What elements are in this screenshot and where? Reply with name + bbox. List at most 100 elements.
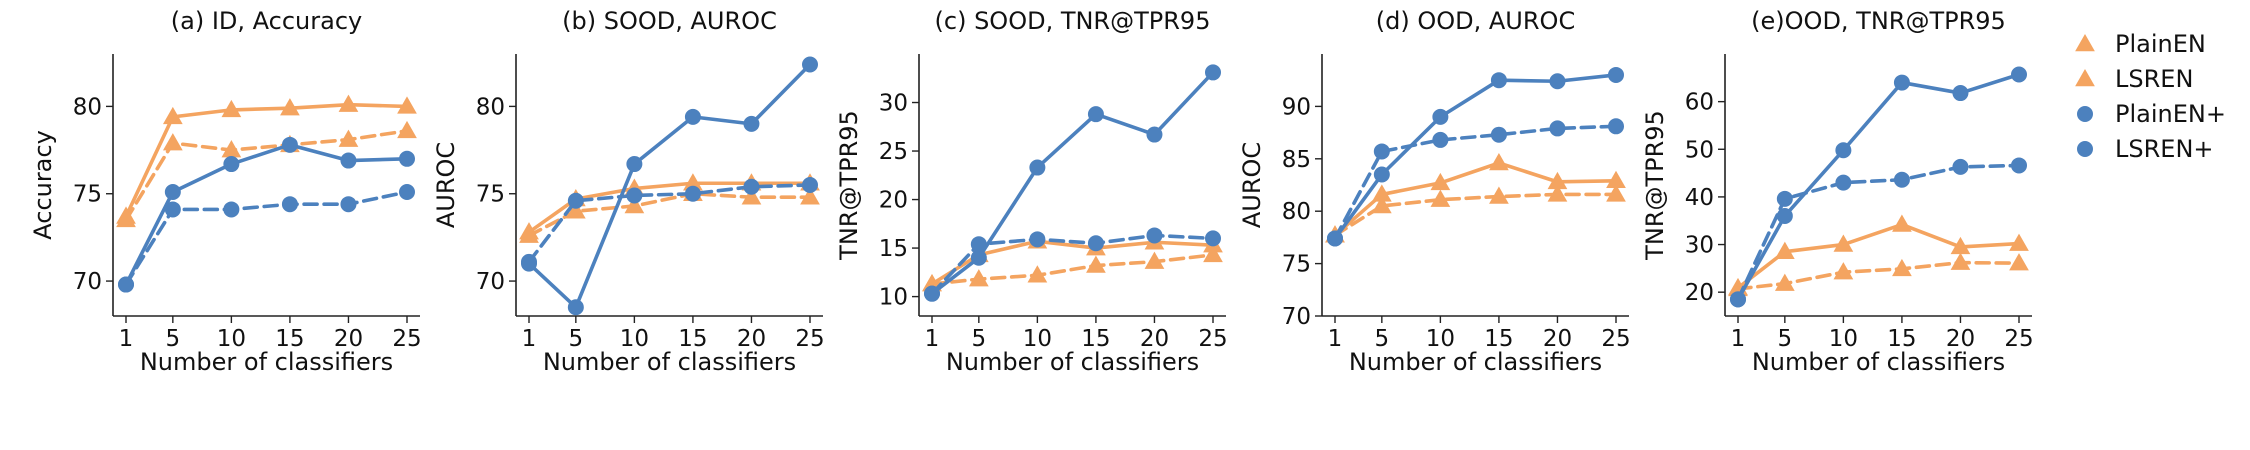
x-tick-label: 25 xyxy=(2004,326,2033,352)
data-point xyxy=(1490,72,1507,89)
data-point xyxy=(968,269,989,287)
x-axis-label: Number of classifiers xyxy=(1349,348,1602,376)
data-point xyxy=(1430,189,1451,207)
y-tick-label: 75 xyxy=(1282,252,1311,278)
series-plainen-plus xyxy=(521,56,818,316)
y-tick-label: 75 xyxy=(476,182,505,208)
series-lsren xyxy=(922,244,1223,292)
series-plainen-plus xyxy=(1730,66,2027,308)
data-point xyxy=(684,108,701,125)
x-tick-label: 20 xyxy=(1543,326,1572,352)
data-point xyxy=(1371,195,1392,214)
y-axis-label: TNR@TPR95 xyxy=(1641,110,1669,261)
legend-label: PlainEN xyxy=(2115,30,2206,58)
chart-title: (e)OOD, TNR@TPR95 xyxy=(1751,7,2006,35)
x-axis-label: Number of classifiers xyxy=(543,348,796,376)
chart-title: (c) SOOD, TNR@TPR95 xyxy=(935,7,1211,35)
legend-entry: LSREN xyxy=(2075,65,2193,93)
x-tick-label: 10 xyxy=(217,326,246,352)
data-point xyxy=(802,177,818,193)
data-point xyxy=(802,56,818,73)
data-point xyxy=(565,201,586,219)
x-tick-label: 10 xyxy=(1426,326,1455,352)
data-point xyxy=(1027,265,1048,283)
data-point xyxy=(397,120,417,139)
data-point xyxy=(2009,233,2029,251)
data-point xyxy=(1373,166,1390,183)
y-tick-label: 10 xyxy=(879,285,908,311)
chart-title: (b) SOOD, AUROC xyxy=(562,7,777,35)
series-line xyxy=(930,70,1215,296)
data-point xyxy=(1950,252,1971,270)
series-lsren-plus xyxy=(1327,118,1624,247)
series-lsren-plus xyxy=(118,183,415,293)
x-tick-label: 1 xyxy=(1731,326,1746,352)
x-tick-label: 1 xyxy=(1328,326,1343,352)
y-axis-label: Accuracy xyxy=(29,130,57,240)
x-tick-label: 15 xyxy=(1887,326,1916,352)
legend-label: LSREN+ xyxy=(2115,135,2214,163)
legend-marker xyxy=(2075,68,2095,87)
series-line xyxy=(124,190,409,287)
x-tick-label: 10 xyxy=(1023,326,1052,352)
chart-title: (a) ID, Accuracy xyxy=(171,7,362,35)
data-point xyxy=(743,115,760,132)
legend: PlainEN LSREN PlainEN+ LSREN+ xyxy=(2075,30,2226,163)
x-tick-label: 25 xyxy=(795,326,824,352)
series-lsren-plus xyxy=(1730,157,2027,308)
data-point xyxy=(1205,230,1221,247)
data-point xyxy=(1608,66,1624,83)
series-line xyxy=(124,102,409,219)
y-tick-label: 75 xyxy=(73,182,102,208)
series-line xyxy=(1333,124,1618,241)
y-tick-label: 70 xyxy=(73,269,102,295)
x-tick-label: 20 xyxy=(737,326,766,352)
data-point xyxy=(2009,253,2029,271)
y-axis-label: AUROC xyxy=(432,142,460,228)
x-tick-label: 10 xyxy=(1829,326,1858,352)
chart-title: (d) OOD, AUROC xyxy=(1376,7,1575,35)
x-axis-label: Number of classifiers xyxy=(946,348,1199,376)
y-tick-label: 80 xyxy=(73,94,102,120)
x-tick-label: 25 xyxy=(392,326,421,352)
legend-marker xyxy=(2077,141,2093,157)
series-line xyxy=(1736,163,2021,302)
data-point xyxy=(567,299,584,316)
x-tick-label: 1 xyxy=(925,326,940,352)
data-point xyxy=(1086,255,1106,273)
data-point xyxy=(1087,106,1104,123)
legend-label: PlainEN+ xyxy=(2115,100,2226,128)
data-point xyxy=(684,185,701,202)
data-point xyxy=(162,106,183,125)
x-tick-label: 25 xyxy=(1198,326,1227,352)
data-point xyxy=(1087,235,1104,252)
series-line xyxy=(930,253,1215,286)
y-tick-label: 30 xyxy=(1685,233,1714,259)
y-axis-label: TNR@TPR95 xyxy=(835,110,863,261)
y-tick-label: 20 xyxy=(879,188,908,214)
data-point xyxy=(1774,273,1795,291)
legend-entry: PlainEN xyxy=(2075,30,2206,58)
y-tick-label: 40 xyxy=(1685,185,1714,211)
x-axis-label: Number of classifiers xyxy=(1752,348,2005,376)
series-plainen-plus xyxy=(924,64,1221,302)
x-tick-label: 5 xyxy=(1778,326,1793,352)
x-tick-label: 15 xyxy=(1081,326,1110,352)
x-tick-label: 5 xyxy=(569,326,584,352)
y-tick-label: 80 xyxy=(476,94,505,120)
data-point xyxy=(1489,186,1509,204)
data-point xyxy=(397,96,417,114)
data-point xyxy=(1730,291,1746,308)
data-point xyxy=(1892,258,1912,277)
data-point xyxy=(1774,241,1795,259)
x-tick-label: 5 xyxy=(1375,326,1390,352)
data-point xyxy=(281,136,298,153)
data-point xyxy=(1892,214,1912,232)
series-line xyxy=(930,233,1215,296)
data-point xyxy=(1029,231,1046,248)
data-point xyxy=(1776,207,1793,224)
data-point xyxy=(1952,158,1969,175)
x-tick-label: 5 xyxy=(166,326,181,352)
x-tick-label: 25 xyxy=(1601,326,1630,352)
